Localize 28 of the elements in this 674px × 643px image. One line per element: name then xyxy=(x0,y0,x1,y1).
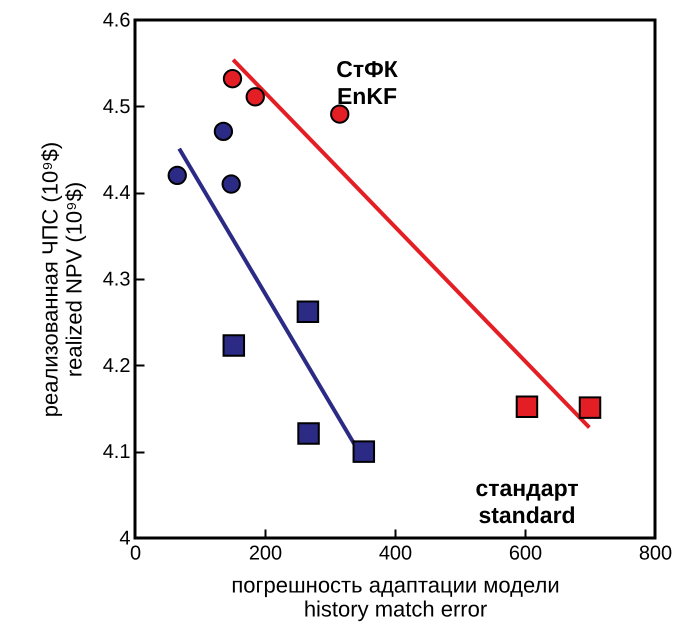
point xyxy=(246,87,265,106)
point xyxy=(296,300,320,324)
annotation: стандарт standard xyxy=(475,475,579,528)
point xyxy=(352,440,376,463)
y-tick-label: 4.5 xyxy=(102,96,130,118)
point xyxy=(330,104,350,124)
x-tick-label: 0 xyxy=(130,542,142,564)
point xyxy=(516,396,538,418)
y-tick-label: 4.2 xyxy=(102,354,130,377)
x-tick-label: 800 xyxy=(638,542,672,564)
point xyxy=(578,396,602,419)
point xyxy=(222,69,242,88)
y-tick-label: 4 xyxy=(119,528,130,550)
y-axis-title: реализованная ЧПС (10⁹$) realized NPV (10⁹$) xyxy=(38,142,87,418)
point xyxy=(214,122,234,142)
y-tick-label: 4.1 xyxy=(102,441,130,464)
y-tick-label: 4.3 xyxy=(102,268,130,290)
x-tick-label: 400 xyxy=(378,542,412,564)
y-tick-label: 4.6 xyxy=(102,10,130,32)
x-axis-title: погрешность адаптации модели history match error xyxy=(231,572,560,622)
annotation: СтФК EnKF xyxy=(336,56,399,109)
x-tick-label: 200 xyxy=(248,542,282,564)
point xyxy=(297,422,320,445)
point xyxy=(222,174,241,194)
y-tick-label: 4.4 xyxy=(102,182,130,204)
x-tick-label: 600 xyxy=(508,542,542,564)
point xyxy=(168,166,187,186)
point xyxy=(222,334,246,357)
